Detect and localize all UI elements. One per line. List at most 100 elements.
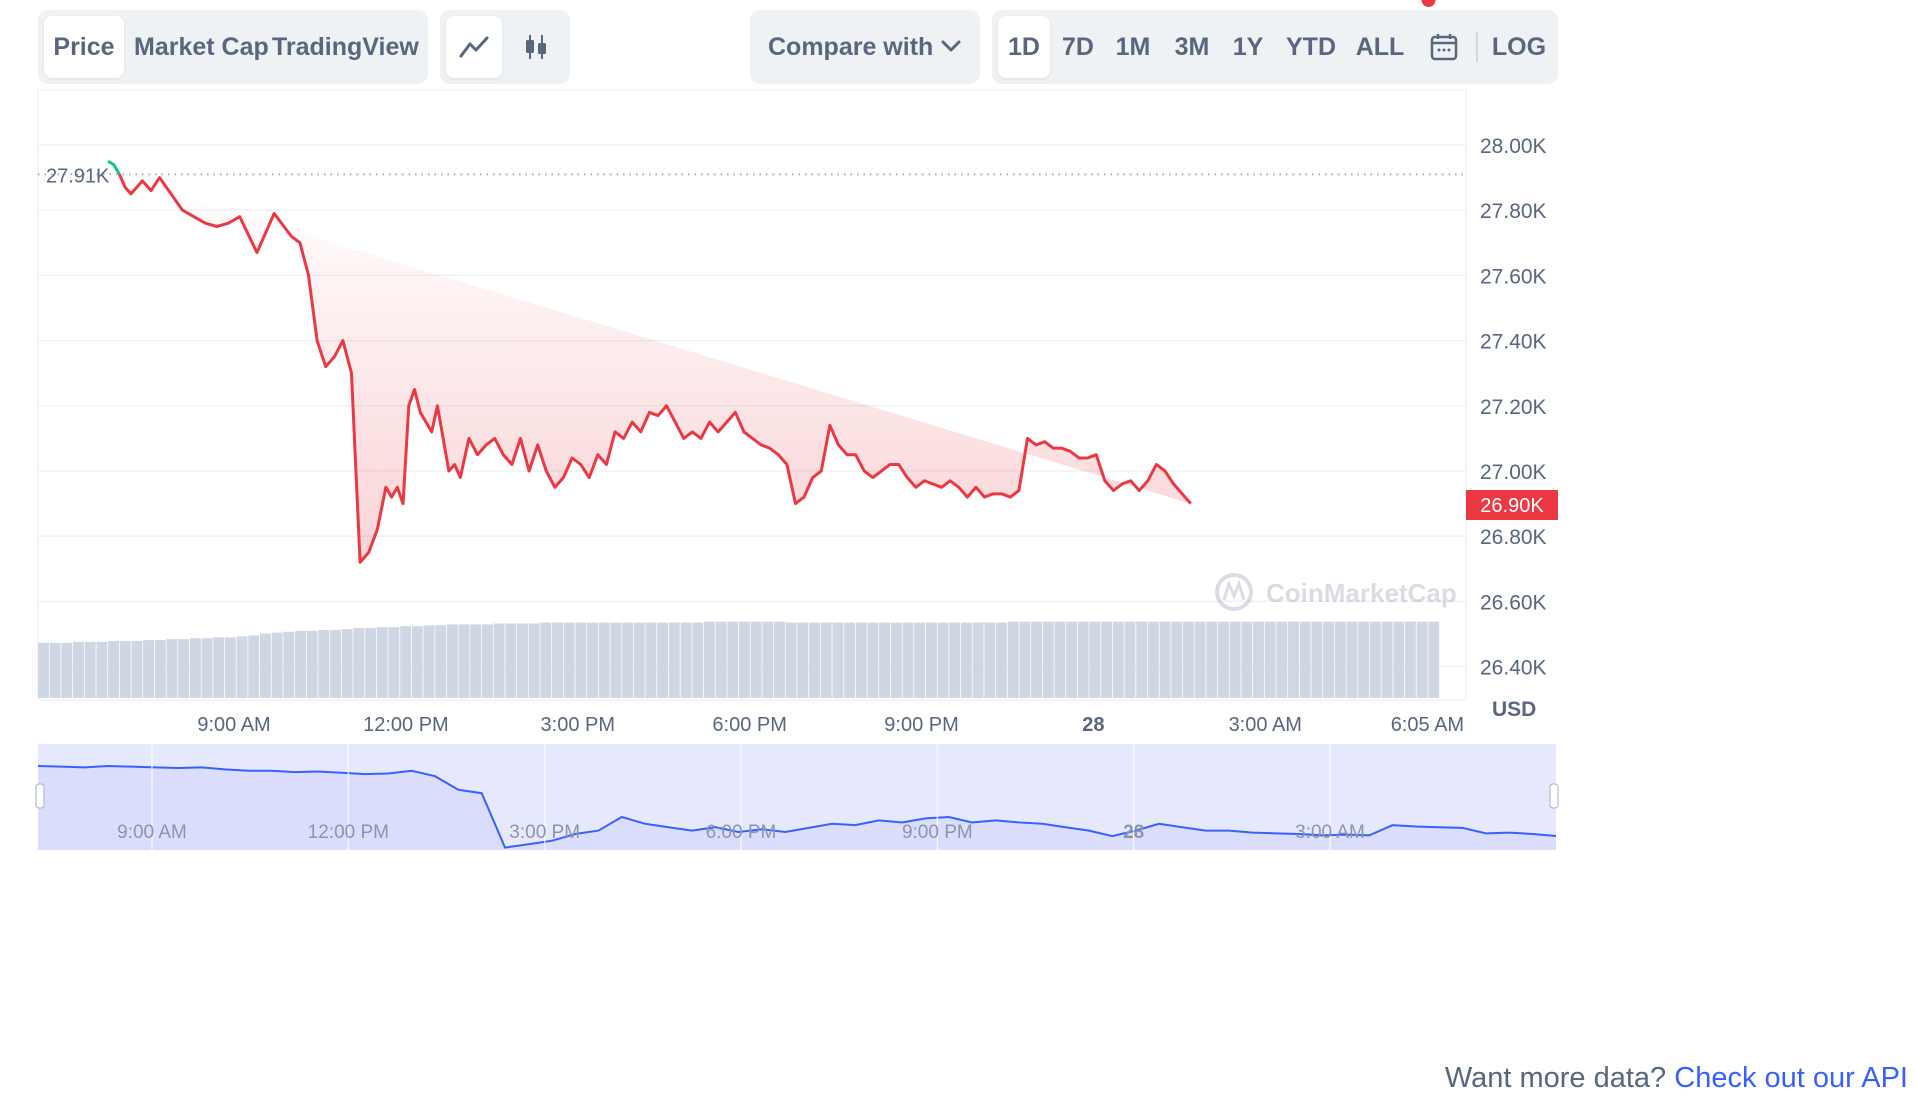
volume-bar (318, 629, 330, 698)
volume-bar (1101, 621, 1113, 698)
volume-bar (1264, 621, 1276, 698)
log-toggle[interactable]: LOG (1491, 33, 1547, 61)
volume-bar (552, 622, 563, 698)
volume-bar (1276, 621, 1288, 698)
volume-bar (341, 629, 353, 698)
range-all[interactable]: ALL (1355, 33, 1405, 61)
current-price-label: 26.90K (1480, 495, 1544, 517)
current-price-tag (1466, 490, 1558, 520)
line-chart-icon (446, 16, 502, 78)
x-tick-label: 6:00 PM (712, 714, 786, 736)
coinmarketcap-logo-icon (1215, 573, 1253, 611)
volume-bar (330, 629, 341, 698)
volume-bar (73, 641, 84, 698)
price-line-up (107, 159, 121, 176)
volume-bar (1311, 621, 1323, 698)
calendar-button[interactable] (1420, 16, 1468, 78)
range-1m[interactable]: 1M (1115, 33, 1151, 61)
y-tick-label: 27.00K (1480, 461, 1547, 484)
range-group: 1D 7D 1M 3M 1Y YTD ALL LOG (992, 10, 1558, 84)
y-tick-label: 27.20K (1480, 396, 1547, 419)
volume-bar (1019, 621, 1031, 698)
candlestick-chart-button[interactable] (508, 16, 564, 78)
volume-bar (774, 621, 785, 698)
volume-bar (914, 622, 926, 698)
volume-bar (528, 623, 540, 698)
volume-bar (178, 639, 190, 698)
volume-bar (1241, 621, 1253, 698)
volume-bar (166, 639, 178, 698)
tab-market-cap[interactable]: Market Cap (134, 33, 269, 61)
volume-bar (1334, 621, 1346, 698)
volume-bar (517, 623, 528, 698)
volume-bar (365, 628, 377, 698)
tab-tradingview[interactable]: TradingView (272, 33, 419, 61)
volume-bar (1077, 621, 1089, 698)
line-chart-button[interactable] (446, 16, 502, 78)
volume-bar (750, 621, 762, 698)
chevron-down-icon (940, 32, 962, 67)
volume-bar (1042, 621, 1054, 698)
volume-bar (1218, 621, 1229, 698)
volume-bar (295, 630, 306, 698)
compare-dropdown[interactable]: Compare with (750, 10, 980, 84)
volume-bar (563, 622, 575, 698)
volume-bar (598, 622, 610, 698)
last-price-dot (1421, 0, 1436, 7)
volume-bar (820, 622, 832, 698)
watermark: CoinMarketCap (1215, 573, 1457, 611)
chart-type-group (440, 10, 570, 84)
volume-bar (189, 638, 201, 698)
volume-bar (715, 621, 727, 698)
x-tick-label: 28 (1082, 714, 1104, 736)
volume-bar (937, 622, 949, 698)
volume-bar (540, 622, 552, 698)
volume-bar (890, 622, 902, 698)
volume-bar (38, 642, 49, 698)
volume-bar (832, 622, 844, 698)
range-ytd[interactable]: YTD (1286, 33, 1336, 61)
y-tick-label: 28.00K (1480, 135, 1547, 158)
volume-bar (108, 640, 119, 698)
range-divider (1476, 32, 1478, 62)
volume-bar (984, 622, 996, 698)
volume-bar (657, 622, 669, 698)
volume-bar (236, 636, 248, 698)
volume-bar (925, 622, 937, 698)
volume-bar (154, 640, 166, 698)
volume-bar (388, 627, 400, 698)
volume-bar (376, 627, 388, 698)
volume-bar (1346, 621, 1358, 698)
api-link[interactable]: Check out our API (1674, 1062, 1908, 1094)
volume-bar (411, 626, 423, 698)
volume-bar (867, 622, 879, 698)
volume-bar (1206, 621, 1218, 698)
x-tick-label: 3:00 PM (541, 714, 615, 736)
range-1d[interactable]: 1D (998, 16, 1050, 78)
volume-bar (692, 622, 704, 698)
volume-bar (481, 624, 493, 698)
watermark-text: CoinMarketCap (1266, 578, 1457, 608)
volume-bar (271, 632, 283, 698)
range-3m[interactable]: 3M (1174, 33, 1210, 61)
chart-toolbar: Price Market Cap TradingView Compare wit… (0, 10, 1916, 86)
volume-bar (797, 622, 809, 698)
volume-bar (668, 622, 680, 698)
y-tick-label: 27.40K (1480, 331, 1547, 354)
volume-bar (49, 642, 61, 698)
volume-bar (1194, 621, 1206, 698)
volume-bar (1066, 621, 1078, 698)
volume-bar (972, 622, 984, 698)
range-1y[interactable]: 1Y (1232, 33, 1264, 61)
y-tick-label: 27.80K (1480, 200, 1547, 223)
volume-bar (201, 638, 213, 698)
volume-bar (400, 626, 412, 698)
volume-bar (1007, 621, 1019, 698)
tab-price[interactable]: Price (44, 16, 124, 78)
volume-bar (1229, 621, 1241, 698)
volume-bar (306, 630, 318, 698)
range-7d[interactable]: 7D (1062, 33, 1094, 61)
volume-bar (1147, 621, 1159, 698)
volume-bar (1404, 621, 1416, 698)
volume-bar (809, 622, 820, 698)
